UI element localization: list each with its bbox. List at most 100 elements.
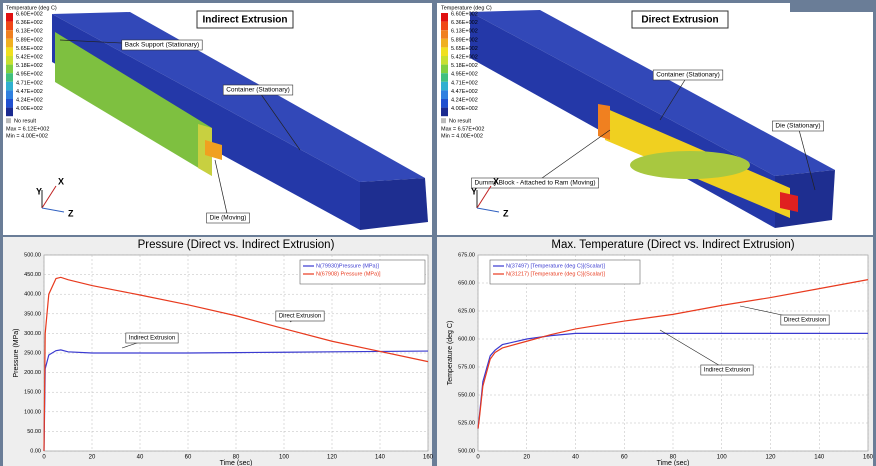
axis-z-label: Z xyxy=(68,208,74,218)
legend-swatch xyxy=(6,108,13,117)
legend-label: 4.47E+002 xyxy=(451,89,478,95)
axis-z-label: Z xyxy=(503,208,509,218)
x-tick-label: 40 xyxy=(137,455,144,461)
annotation: Container (Stationary) xyxy=(656,72,720,79)
x-tick-label: 160 xyxy=(423,455,434,461)
legend-label: 5.65E+002 xyxy=(16,46,43,52)
y-tick-label: 650.00 xyxy=(458,280,475,286)
min-value: Min = 4.00E+002 xyxy=(441,134,483,140)
legend-swatch xyxy=(441,90,448,99)
legend-label: 6.13E+002 xyxy=(451,29,478,35)
legend-label: 4.24E+002 xyxy=(16,97,43,103)
legend-label: 4.71E+002 xyxy=(451,80,478,86)
legend-swatch xyxy=(6,56,13,65)
axis-x-label: X xyxy=(493,176,499,186)
panel-title: Indirect Extrusion xyxy=(202,15,287,26)
legend-label: N(79930)Pressure (MPa)] xyxy=(316,263,379,269)
y-tick-label: 525.00 xyxy=(458,420,475,426)
legend-label: 4.47E+002 xyxy=(16,89,43,95)
annotation: Indirect Extrusion xyxy=(704,368,750,374)
no-result: No result xyxy=(14,119,36,125)
y-tick-label: 450.00 xyxy=(24,272,41,278)
y-tick-label: 675.00 xyxy=(458,252,475,258)
legend-label: 6.60E+002 xyxy=(16,11,43,17)
y-tick-label: 250.00 xyxy=(24,350,41,356)
legend-swatch xyxy=(6,73,13,82)
legend-swatch xyxy=(441,99,448,108)
annotation: Indirect Extrusion xyxy=(129,336,175,342)
max-value: Max = 6.57E+002 xyxy=(441,127,484,133)
chart-title: Pressure (Direct vs. Indirect Extrusion) xyxy=(138,239,335,251)
legend-label: 4.95E+002 xyxy=(451,72,478,78)
annotation: Die (Stationary) xyxy=(775,123,820,130)
x-tick-label: 40 xyxy=(572,455,579,461)
y-tick-label: 400.00 xyxy=(24,292,41,298)
no-result-swatch xyxy=(441,118,446,123)
legend-label: N(37497) [Temperature (deg C)](Scalar)] xyxy=(506,263,606,269)
legend-swatch xyxy=(6,65,13,74)
y-tick-label: 150.00 xyxy=(24,390,41,396)
legend-swatch xyxy=(441,39,448,48)
legend-label: 5.89E+002 xyxy=(451,37,478,43)
legend-label: 4.71E+002 xyxy=(16,80,43,86)
legend-swatch xyxy=(6,30,13,39)
legend-label: 5.18E+002 xyxy=(16,63,43,69)
x-tick-label: 140 xyxy=(814,455,825,461)
y-axis-label: Temperature (deg C) xyxy=(447,321,454,386)
y-tick-label: 625.00 xyxy=(458,308,475,314)
legend-label: 6.36E+002 xyxy=(451,20,478,26)
legend-swatch xyxy=(441,65,448,74)
legend-swatch xyxy=(441,47,448,56)
legend-label: 6.60E+002 xyxy=(451,11,478,17)
chart-title: Max. Temperature (Direct vs. Indirect Ex… xyxy=(551,239,794,251)
legend-label: 5.18E+002 xyxy=(451,63,478,69)
y-tick-label: 350.00 xyxy=(24,311,41,317)
x-tick-label: 120 xyxy=(327,455,338,461)
annotation: Back Support (Stationary) xyxy=(125,42,199,49)
annotation: Direct Extrusion xyxy=(279,314,321,320)
x-tick-label: 20 xyxy=(89,455,96,461)
y-tick-label: 300.00 xyxy=(24,331,41,337)
legend-swatch xyxy=(441,82,448,91)
legend-label: 6.36E+002 xyxy=(16,20,43,26)
x-tick-label: 20 xyxy=(523,455,530,461)
legend-swatch xyxy=(441,108,448,117)
billet-cool xyxy=(630,151,750,179)
min-value: Min = 4.00E+002 xyxy=(6,134,48,140)
legend-label: 5.89E+002 xyxy=(16,37,43,43)
legend-swatch xyxy=(6,82,13,91)
y-axis-label: Pressure (MPa) xyxy=(13,328,20,377)
y-tick-label: 550.00 xyxy=(458,392,475,398)
no-result: No result xyxy=(449,119,471,125)
legend-swatch xyxy=(6,13,13,22)
x-tick-label: 100 xyxy=(717,455,728,461)
x-tick-label: 140 xyxy=(375,455,386,461)
legend-swatch xyxy=(441,22,448,31)
legend-swatch xyxy=(6,90,13,99)
y-tick-label: 0.00 xyxy=(30,448,41,454)
x-tick-label: 100 xyxy=(279,455,290,461)
legend-swatch xyxy=(441,13,448,22)
y-tick-label: 500.00 xyxy=(24,252,41,258)
legend-swatch xyxy=(441,73,448,82)
axis-y-label: Y xyxy=(471,186,477,196)
legend-swatch xyxy=(6,47,13,56)
legend-swatch xyxy=(6,22,13,31)
x-tick-label: 60 xyxy=(621,455,628,461)
y-tick-label: 200.00 xyxy=(24,370,41,376)
no-result-swatch xyxy=(6,118,11,123)
y-tick-label: 100.00 xyxy=(24,409,41,415)
x-axis-label: Time (sec) xyxy=(220,460,253,466)
y-tick-label: 575.00 xyxy=(458,364,475,370)
legend-label: 5.42E+002 xyxy=(16,54,43,60)
legend-label: 5.65E+002 xyxy=(451,46,478,52)
annotation: Die (Moving) xyxy=(210,215,247,222)
legend-label: 4.24E+002 xyxy=(451,97,478,103)
legend-swatch xyxy=(441,56,448,65)
x-tick-label: 120 xyxy=(765,455,776,461)
y-tick-label: 50.00 xyxy=(27,429,41,435)
y-tick-label: 500.00 xyxy=(458,448,475,454)
legend-label: 4.95E+002 xyxy=(16,72,43,78)
y-tick-label: 600.00 xyxy=(458,336,475,342)
x-tick-label: 160 xyxy=(863,455,874,461)
